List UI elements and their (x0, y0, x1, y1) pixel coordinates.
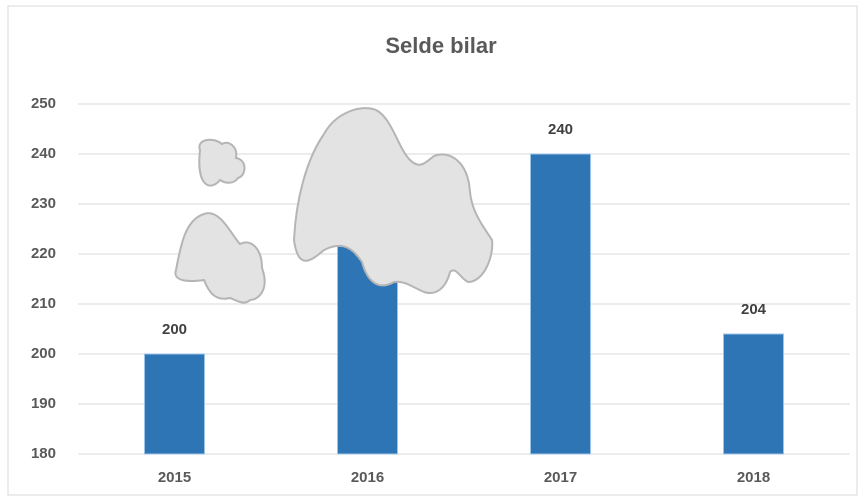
bar (531, 154, 591, 454)
y-tick-label: 220 (31, 245, 56, 262)
x-tick-label: 2018 (737, 469, 770, 486)
chart: Selde bilar 180 190 200 210 220 230 240 250 2015… (0, 0, 864, 501)
y-tick-label: 180 (31, 445, 56, 462)
page: {"chart_data": {"type": "bar", "title": … (0, 0, 864, 501)
data-label: 240 (548, 121, 573, 138)
bar (724, 334, 784, 454)
y-tick-label: 200 (31, 345, 56, 362)
y-tick-label: 190 (31, 395, 56, 412)
y-tick-label: 250 (31, 95, 56, 112)
data-label: 204 (741, 301, 767, 318)
y-tick-label: 230 (31, 195, 56, 212)
y-tick-label: 210 (31, 295, 56, 312)
data-label: 200 (162, 321, 187, 338)
x-tick-label: 2015 (158, 469, 191, 486)
x-tick-label: 2017 (544, 469, 577, 486)
bar (145, 354, 205, 454)
y-tick-label: 240 (31, 145, 56, 162)
chart-title: Selde bilar (385, 33, 497, 58)
x-tick-label: 2016 (351, 469, 384, 486)
